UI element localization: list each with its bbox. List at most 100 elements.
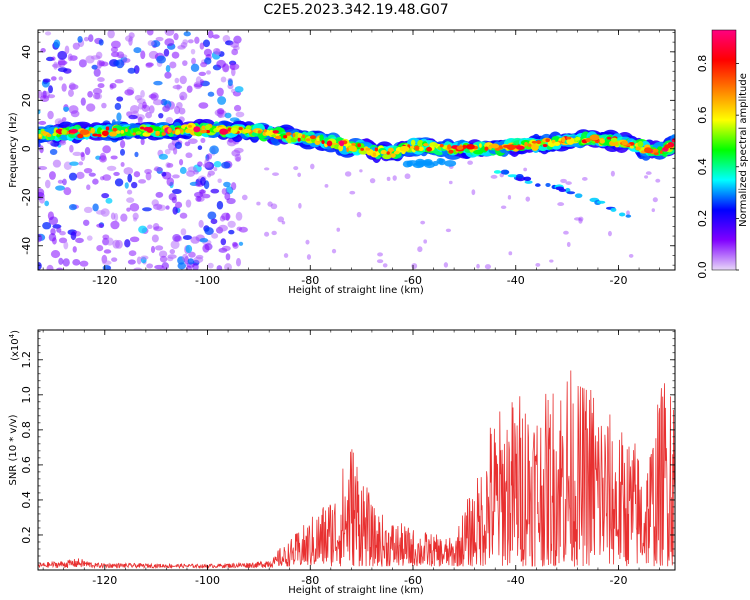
spectrogram-scatter-blob	[68, 172, 78, 181]
spectrogram-scatter-blob	[203, 48, 213, 57]
spectrogram-ridge-blob	[97, 127, 103, 135]
spectrogram-scatter-blob	[655, 178, 661, 183]
spectrogram-scatter-blob	[445, 228, 452, 233]
spectrogram-scatter-blob	[42, 221, 52, 230]
spectrogram-branch-blob	[566, 191, 576, 195]
spectrogram-scatter-blob	[103, 249, 112, 254]
spectrogram-ridge-peak	[348, 145, 357, 152]
spectrogram-scatter-blob	[191, 57, 196, 65]
spectrogram-ridge-peak	[414, 145, 420, 151]
spectrogram-x-ticks: -120 -100 -80 -60 -40 -20	[42, 30, 660, 287]
spectrogram-scatter-blob	[154, 245, 164, 251]
spectrogram-scatter-blob	[206, 153, 213, 160]
spectrogram-ridge-peak	[506, 144, 516, 151]
spectrogram-scatter-blob	[88, 34, 94, 42]
spectrogram-scatter-blob	[228, 229, 235, 235]
spectrogram-scatter-blob	[202, 244, 210, 253]
colorbar-tick-label: 0.6	[696, 106, 709, 124]
spectrogram-scatter-blob	[120, 162, 125, 167]
spectrogram-scatter-blob	[92, 178, 99, 185]
spectrogram-ridge-blob	[574, 136, 581, 141]
spectrogram-scatter-blob	[68, 89, 74, 97]
spectrogram-scatter-blob	[225, 253, 231, 261]
spectrogram-scatter-blob	[523, 167, 528, 172]
spectrogram-scatter-blob	[61, 83, 67, 92]
spectrogram-scatter-blob	[72, 246, 77, 253]
spectrogram-scatter-blob	[64, 45, 70, 55]
spectrogram-scatter-blob	[96, 223, 104, 228]
spectrogram-scatter-blob	[179, 91, 188, 101]
spectrogram-scatter-blob	[101, 102, 107, 109]
spectrogram-scatter-blob	[652, 197, 658, 203]
spectrogram-scatter-blob	[298, 202, 302, 209]
spectrogram-ridge-blob	[153, 126, 162, 132]
spectrogram-scatter-blob	[87, 90, 93, 98]
spectrogram-ridge-blob	[606, 136, 612, 140]
spectrogram-scatter-blob	[176, 102, 183, 109]
spectrogram-scatter-blob	[216, 200, 224, 210]
spectrogram-branch-blob	[574, 193, 583, 199]
spectrogram-scatter-blob	[356, 211, 362, 218]
spectrogram-scatter-blob	[190, 236, 200, 244]
spectrogram-x-tick-label: -20	[610, 274, 628, 287]
colorbar-ticks: 0.0 0.2 0.4 0.6 0.8	[696, 55, 739, 279]
spectrogram-scatter-blob	[186, 170, 195, 177]
snr-y-axis-label: SNR (10 * v/v)	[8, 414, 19, 485]
snr-panel: -120 -100 -80 -60 -40 -20 0.20.40.60.81.01.2 …	[8, 329, 676, 596]
spectrogram-scatter-blob	[127, 173, 133, 183]
spectrogram-scatter-blob	[207, 30, 214, 39]
spectrogram-ridge-peak	[561, 136, 566, 143]
spectrogram-scatter-blob	[164, 38, 175, 47]
spectrogram-scatter-blob	[78, 59, 87, 68]
spectrogram-ridge-blob	[185, 128, 192, 134]
spectrogram-ridge-peak	[143, 126, 152, 131]
spectrogram-scatter-blob	[52, 159, 62, 168]
spectrogram-scatter-blob	[148, 94, 157, 99]
spectrogram-scatter-blob	[217, 108, 225, 115]
spectrogram-scatter-blob	[63, 187, 72, 196]
spectrogram-scatter-blob	[62, 258, 70, 267]
snr-x-axis-label: Height of straight line (km)	[288, 585, 424, 596]
spectrogram-scatter-blob	[72, 42, 80, 50]
spectrogram-scatter-blob	[109, 82, 117, 89]
spectrogram-ridge-blob	[380, 149, 387, 155]
spectrogram-frame	[37, 29, 676, 271]
spectrogram-scatter-blob	[140, 138, 145, 146]
spectrogram-scatter-blob	[213, 166, 218, 172]
spectrogram-scatter-blob	[155, 191, 164, 198]
spectrogram-scatter-blob	[120, 148, 126, 156]
spectrogram-scatter-blob	[158, 112, 164, 119]
spectrogram-branch-blob	[500, 169, 510, 175]
spectrogram-branch-blob	[535, 183, 541, 187]
spectrogram-ridge-blob	[585, 137, 591, 143]
spectrogram-ridge-blob	[551, 139, 556, 144]
spectrogram-scatter-blob	[525, 196, 531, 202]
spectrogram-scatter-blob	[142, 101, 147, 109]
spectrogram-y-tick-label: -40	[20, 237, 33, 255]
spectrogram-scatter-blob	[183, 31, 191, 37]
spectrogram-scatter-blob	[78, 161, 84, 166]
spectrogram-scatter-blob	[93, 68, 101, 77]
spectrogram-scatter-blob	[230, 182, 237, 191]
spectrogram-scatter-blob	[72, 151, 82, 156]
spectrogram-scatter-blob	[220, 76, 227, 83]
spectrogram-scatter-blob	[63, 106, 70, 112]
spectrogram-ridge-blob	[263, 129, 267, 133]
spectrogram-scatter-blob	[190, 48, 196, 55]
spectrogram-scatter-blob	[140, 255, 149, 260]
spectrogram-ridge-blob	[390, 153, 396, 158]
spectrogram-scatter-blob	[146, 263, 154, 269]
spectrogram-scatter-blob	[508, 251, 513, 256]
spectrogram-ridge-blob	[124, 128, 128, 133]
spectrogram-ridge-blob	[439, 143, 444, 148]
spectrogram-scatter-blob	[164, 71, 172, 79]
spectrogram-scatter-blob	[158, 250, 168, 258]
spectrogram-scatter-blob	[53, 39, 61, 49]
spectrogram-scatter-blob	[119, 140, 126, 149]
spectrogram-scatter-blob	[182, 39, 189, 45]
spectrogram-ridge-peak	[175, 129, 181, 135]
spectrogram-ridge-peak	[326, 140, 333, 147]
spectrogram-scatter-blob	[218, 224, 228, 232]
spectrogram-scatter-blob	[199, 42, 205, 50]
spectrogram-scatter-blob	[110, 212, 116, 220]
